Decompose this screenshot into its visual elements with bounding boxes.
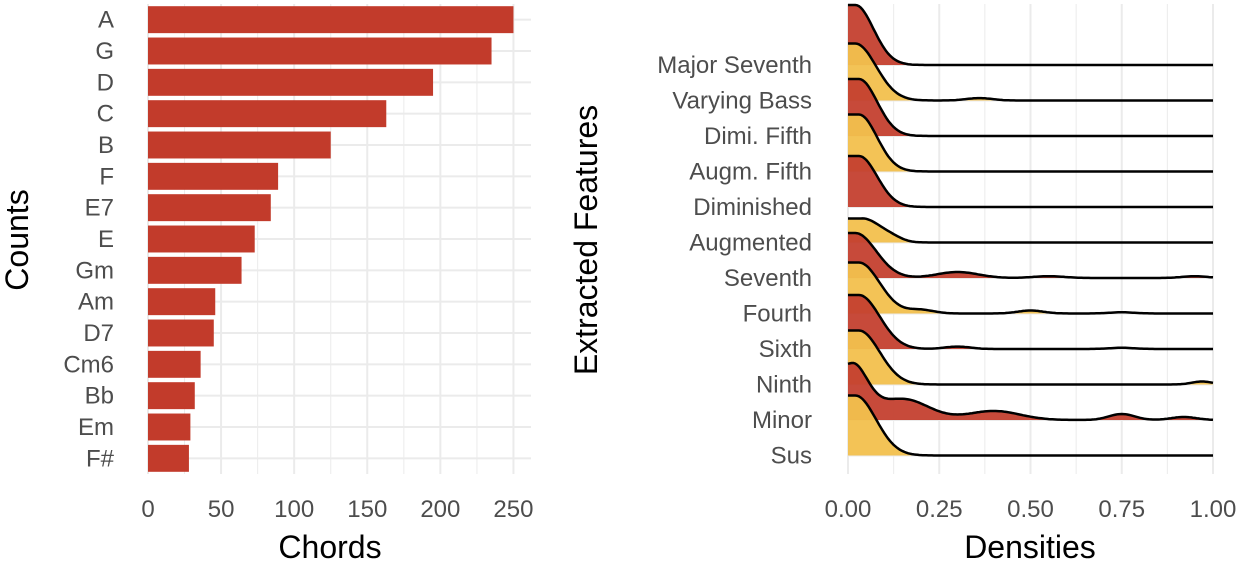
- bar-chart-x-tick-labels: 0 50 100 150 200 250: [141, 496, 533, 523]
- bar-category-label: F#: [86, 445, 115, 472]
- ridge-feature-label: Minor: [752, 407, 812, 434]
- ridgeline-chart-x-axis-title: Densities: [964, 529, 1096, 562]
- bar-e7: [148, 194, 271, 222]
- bar-fsharp: [148, 444, 189, 472]
- bar-category-label: E7: [85, 195, 114, 222]
- ridge-area-fourth: [848, 262, 1213, 314]
- ridgeline-chart-x-tick-labels: 0.00 0.25 0.50 0.75 1.00: [825, 496, 1237, 523]
- ridge-feature-label: Diminished: [693, 194, 812, 221]
- ridge-line-augmented: [848, 217, 1213, 244]
- bar-x-tick-label: 200: [420, 496, 460, 523]
- bar-gm: [148, 256, 242, 284]
- ridge-line-augm-fifth: [848, 113, 1213, 173]
- bar-category-label: D: [97, 69, 114, 96]
- ridge-line-dimi-fifth: [848, 77, 1213, 138]
- ridge-area-minor: [848, 363, 1213, 420]
- bar-am: [148, 288, 216, 316]
- bar-em: [148, 413, 191, 441]
- bar-c: [148, 100, 387, 128]
- bar-b: [148, 131, 331, 159]
- bar-category-label: Em: [78, 414, 114, 441]
- ridge-feature-label: Augmented: [689, 230, 812, 257]
- ridge-area-major-seventh: [848, 5, 1213, 65]
- ridge-line-seventh: [848, 231, 1214, 280]
- ridge-x-tick-label: 0.25: [916, 496, 963, 523]
- ridge-line-sus: [848, 394, 1213, 457]
- ridge-feature-label: Ninth: [756, 372, 812, 399]
- ridge-line-fourth: [848, 261, 1213, 315]
- bar-x-tick-label: 250: [493, 496, 533, 523]
- ridgeline-chart-feature-labels: Major Seventh Varying Bass Dimi. Fifth Augm…: [657, 52, 812, 470]
- ridgeline-chart-panel: Major Seventh Varying Bass Dimi. Fifth Augm…: [568, 3, 1237, 565]
- bar-chart-x-axis-title: Chords: [278, 529, 381, 562]
- ridge-x-tick-label: 1.00: [1190, 496, 1237, 523]
- ridge-line-major-seventh: [848, 3, 1213, 67]
- ridge-area-dimi-fifth: [848, 79, 1213, 136]
- bar-e: [148, 225, 255, 253]
- ridge-area-augmented: [848, 218, 1213, 243]
- ridge-feature-label: Sixth: [759, 336, 812, 363]
- bar-category-label: Gm: [75, 257, 114, 284]
- ridge-feature-label: Augm. Fifth: [689, 159, 812, 186]
- ridge-area-diminished: [848, 156, 1213, 207]
- bar-cm6: [148, 350, 201, 378]
- bar-x-tick-label: 0: [141, 496, 154, 523]
- ridge-area-ninth: [848, 330, 1213, 385]
- ridge-x-tick-label: 0.00: [825, 496, 872, 523]
- ridge-line-sixth: [848, 293, 1213, 351]
- bar-chart-bars: [148, 6, 514, 472]
- bar-x-tick-label: 50: [208, 496, 235, 523]
- ridge-area-seventh: [848, 233, 1213, 278]
- bar-category-label: G: [95, 38, 114, 65]
- bar-category-label: E: [98, 226, 114, 253]
- bar-d: [148, 68, 434, 96]
- ridge-feature-label: Sus: [771, 443, 812, 470]
- ridge-line-ninth: [848, 329, 1214, 386]
- bar-category-label: Am: [78, 289, 114, 316]
- bar-f: [148, 162, 279, 190]
- bar-category-label: C: [97, 101, 114, 128]
- ridge-feature-label: Varying Bass: [672, 88, 812, 115]
- bar-bb: [148, 382, 195, 410]
- bar-x-tick-label: 150: [347, 496, 387, 523]
- ridge-feature-label: Seventh: [724, 265, 812, 292]
- ridge-feature-label: Fourth: [743, 301, 812, 328]
- ridgeline-chart-y-axis-title: Extracted Features: [568, 105, 604, 375]
- bar-category-label: D7: [83, 320, 114, 347]
- bar-category-label: F: [99, 163, 114, 190]
- bar-a: [148, 6, 514, 34]
- ridge-area-augm-fifth: [848, 114, 1213, 172]
- bar-d7: [148, 319, 214, 347]
- ridge-feature-label: Major Seventh: [657, 52, 812, 79]
- bar-category-label: Cm6: [63, 351, 114, 378]
- bar-category-label: A: [98, 7, 114, 34]
- ridge-x-tick-label: 0.75: [1098, 496, 1145, 523]
- bar-category-label: Bb: [85, 383, 114, 410]
- ridge-line-minor: [847, 361, 1214, 422]
- bar-chart-y-axis-title: Counts: [0, 189, 35, 290]
- ridgeline-chart-ridges: [847, 3, 1214, 457]
- ridge-line-varying-bass: [848, 42, 1213, 102]
- ridge-area-sus: [848, 395, 1213, 456]
- ridge-x-tick-label: 0.50: [1007, 496, 1054, 523]
- ridge-line-diminished: [848, 154, 1213, 209]
- bar-category-label: B: [98, 132, 114, 159]
- ridge-area-sixth: [848, 295, 1213, 349]
- bar-g: [148, 37, 492, 65]
- ridge-area-varying-bass: [848, 43, 1213, 101]
- bar-x-tick-label: 100: [274, 496, 314, 523]
- ridge-feature-label: Dimi. Fifth: [704, 123, 812, 150]
